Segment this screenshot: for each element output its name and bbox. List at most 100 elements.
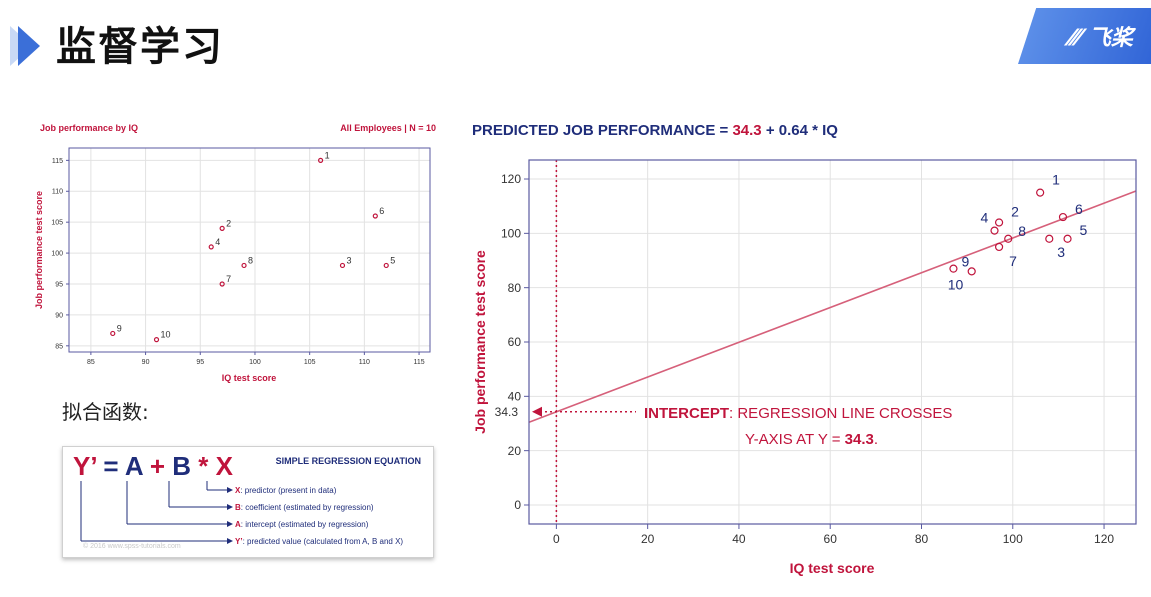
- data-point: [110, 330, 116, 337]
- equation-legend-diagram: X: predictor (present in data) B: coeffic…: [80, 481, 403, 546]
- x-tick-label: 95: [196, 359, 204, 366]
- x-tick-label: 110: [359, 359, 370, 366]
- equation-formula: Y’ = A + B * X: [73, 451, 233, 482]
- point-id-label: 4: [215, 237, 220, 247]
- intercept-tick-label: 34.3: [495, 405, 519, 419]
- point-id-label: 1: [1052, 172, 1060, 188]
- data-point: [994, 218, 1004, 227]
- y-tick-label: 100: [51, 251, 63, 258]
- small-chart-subtitle: All Employees | N = 10: [340, 123, 436, 133]
- formula-term-2: A: [124, 451, 143, 481]
- data-point: [990, 226, 999, 235]
- formula-term-5: *: [191, 451, 216, 481]
- point-id-label: 6: [379, 206, 384, 216]
- x-tick-label: 80: [915, 532, 929, 546]
- regression-equation-card: Y’ = A + B * X SIMPLE REGRESSION EQUATIO…: [62, 446, 434, 558]
- y-tick-label: 0: [514, 498, 521, 512]
- regression-line: [528, 190, 1137, 423]
- data-point: [241, 262, 247, 269]
- legend-item: A: intercept (estimated by regression): [235, 520, 369, 529]
- data-point: [967, 267, 976, 276]
- data-point: [1063, 234, 1072, 243]
- point-id-label: 8: [248, 255, 253, 265]
- data-point: [1004, 234, 1013, 243]
- intercept-annotation-line2: Y-AXIS AT Y = 34.3.: [745, 431, 878, 448]
- legend-item: Y’: predicted value (calculated from A, …: [235, 537, 403, 546]
- intercept-annotation-line1: INTERCEPT: REGRESSION LINE CROSSES: [644, 405, 952, 422]
- legend-key: B: [235, 503, 241, 512]
- data-point: [318, 157, 324, 163]
- legend-text: : intercept (estimated by regression): [241, 520, 369, 529]
- y-tick-label: 80: [508, 281, 522, 295]
- x-tick-label: 100: [249, 359, 261, 366]
- main-chart-grid: [529, 160, 1136, 524]
- x-tick-label: 105: [304, 359, 316, 366]
- x-tick-label: 120: [1094, 532, 1114, 546]
- data-point: [153, 337, 160, 343]
- fit-function-label: 拟合函数:: [62, 400, 149, 424]
- small-chart-points: 1 2 3 4 5 6 7 8 9 10: [110, 150, 395, 343]
- small-chart-frame: [68, 147, 431, 353]
- main-chart-title: PREDICTED JOB PERFORMANCE = 34.3 + 0.64 …: [472, 122, 838, 139]
- point-id-label: 9: [961, 254, 969, 270]
- point-id-label: 9: [117, 323, 122, 333]
- y-tick-label: 120: [501, 172, 521, 186]
- data-point: [339, 262, 346, 269]
- data-point: [1058, 212, 1068, 222]
- main-chart-ticks: 0 20 40 60 80 100 120 0 20 40 60 80 100 120: [501, 172, 1114, 546]
- x-tick-label: 0: [553, 532, 560, 546]
- point-id-label: 10: [161, 330, 171, 340]
- data-point: [1045, 234, 1054, 243]
- x-tick-label: 85: [87, 359, 95, 366]
- slide-header: 监督学习 ⁄⁄⁄ 飞桨: [0, 0, 1151, 80]
- x-tick-label: 20: [641, 532, 655, 546]
- main-regression-chart: PREDICTED JOB PERFORMANCE = 34.3 + 0.64 …: [472, 122, 1137, 576]
- formula-term-6: X: [215, 451, 233, 481]
- y-tick-label: 85: [55, 343, 63, 350]
- arrow-right-icon: [227, 487, 233, 493]
- data-point: [949, 264, 958, 273]
- small-chart-ylabel: Job performance test score: [34, 191, 44, 309]
- main-chart-points: 1 2 3 4 5 6 78 9 10: [948, 172, 1088, 293]
- point-id-label: 5: [1080, 222, 1088, 238]
- y-tick-label: 40: [508, 390, 522, 404]
- accent-arrow-icon: [18, 26, 40, 66]
- slide-title: 监督学习: [56, 24, 224, 70]
- small-chart-grid: [69, 148, 430, 352]
- y-tick-label: 100: [501, 227, 521, 241]
- x-tick-label: 40: [732, 532, 746, 546]
- point-id-label: 2: [1011, 203, 1019, 219]
- y-tick-label: 20: [508, 444, 522, 458]
- data-point: [1036, 188, 1045, 197]
- equation-title: SIMPLE REGRESSION EQUATION: [275, 456, 421, 466]
- small-scatter-chart: Job performance by IQ All Employees | N …: [34, 123, 436, 383]
- main-chart-ylabel: Job performance test score: [472, 250, 488, 434]
- point-id-label: 10: [948, 276, 964, 292]
- intercept-arrow-icon: [532, 406, 542, 417]
- point-id-label: 8: [1018, 223, 1026, 239]
- legend-text: : predictor (present in data): [240, 486, 336, 495]
- point-id-label: 4: [981, 210, 989, 226]
- y-tick-label: 60: [508, 335, 522, 349]
- x-tick-label: 115: [413, 359, 424, 366]
- data-point: [994, 242, 1004, 252]
- x-tick-label: 100: [1003, 532, 1023, 546]
- data-point: [372, 213, 378, 219]
- legend-text: : coefficient (estimated by regression): [241, 503, 374, 512]
- legend-item: B: coefficient (estimated by regression): [235, 503, 374, 512]
- data-point: [219, 281, 225, 287]
- point-id-label: 6: [1075, 201, 1083, 217]
- x-tick-label: 90: [142, 359, 150, 366]
- data-point: [383, 262, 389, 269]
- brand-name: 飞桨: [1088, 26, 1133, 51]
- formula-term-4: B: [172, 451, 192, 481]
- point-id-label: 1: [325, 150, 330, 160]
- legend-key: X: [235, 486, 241, 495]
- point-id-label: 3: [1057, 244, 1065, 260]
- arrow-right-icon: [227, 538, 233, 544]
- point-id-label: 7: [1009, 253, 1017, 269]
- y-tick-label: 90: [55, 312, 63, 319]
- equation-copyright: © 2016 www.spss-tutorials.com: [83, 543, 181, 550]
- data-point: [219, 225, 225, 231]
